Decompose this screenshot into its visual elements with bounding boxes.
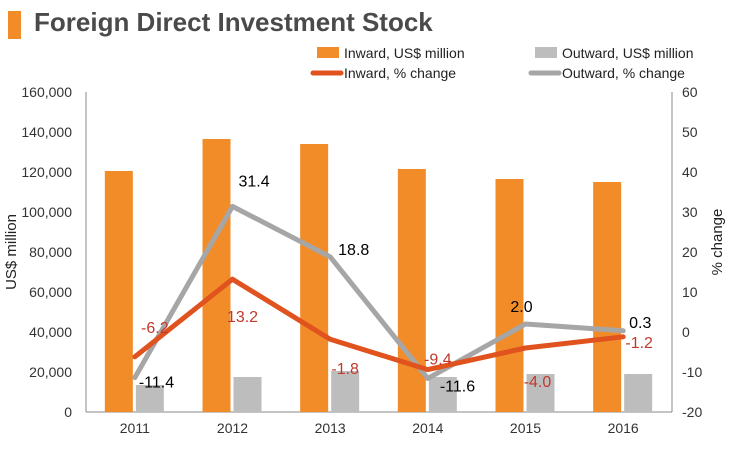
inward-pct-label: -1.8 <box>331 361 359 378</box>
x-tick-label: 2013 <box>315 420 346 436</box>
right-tick-label: -10 <box>682 364 702 380</box>
right-tick-label: 20 <box>682 244 698 260</box>
left-tick-label: 20,000 <box>29 364 72 380</box>
outward-bar <box>428 377 457 412</box>
legend-label: Outward, % change <box>562 65 685 81</box>
inward-pct-label: -4.0 <box>524 374 552 391</box>
outward-bar <box>135 385 164 412</box>
legend-label: Inward, US$ million <box>344 45 465 61</box>
inward-bar <box>397 169 426 412</box>
outward-bar <box>624 374 653 412</box>
left-tick-label: 40,000 <box>29 324 72 340</box>
right-tick-label: 0 <box>682 324 690 340</box>
outward-pct-label: 0.3 <box>629 315 651 332</box>
left-tick-label: 120,000 <box>21 164 72 180</box>
inward-pct-label: -9.4 <box>424 352 452 369</box>
outward-pct-line <box>132 203 626 381</box>
left-tick-label: 100,000 <box>21 204 72 220</box>
outward-pct-label: 31.4 <box>239 173 270 190</box>
x-tick-label: 2014 <box>412 420 443 436</box>
left-tick-label: 60,000 <box>29 284 72 300</box>
legend-swatch <box>317 47 339 58</box>
right-tick-label: -20 <box>682 404 702 420</box>
x-tick-label: 2011 <box>120 420 150 436</box>
inward-pct-label: -6.2 <box>141 320 169 337</box>
inward-bar <box>300 144 329 412</box>
chart-title: Foreign Direct Investment Stock <box>34 7 433 37</box>
right-tick-label: 30 <box>682 204 698 220</box>
title-accent-bar <box>8 11 21 39</box>
right-tick-label: 50 <box>682 124 698 140</box>
outward-bar <box>526 374 555 412</box>
right-axis-title: % change <box>709 209 726 276</box>
left-axis-title: US$ million <box>3 214 20 290</box>
legend-swatch <box>535 47 557 58</box>
right-tick-label: 10 <box>682 284 698 300</box>
inward-pct-label: 13.2 <box>227 309 258 326</box>
legend-label: Inward, % change <box>344 65 456 81</box>
inward-bar <box>104 171 133 412</box>
left-tick-label: 80,000 <box>29 244 72 260</box>
outward-bar <box>233 377 262 412</box>
inward-bar <box>495 179 524 412</box>
legend-label: Outward, US$ million <box>562 45 694 61</box>
x-tick-label: 2015 <box>510 420 541 436</box>
left-tick-label: 160,000 <box>21 84 72 100</box>
left-tick-label: 140,000 <box>21 124 72 140</box>
inward-pct-line <box>132 276 626 373</box>
outward-bar <box>331 371 360 412</box>
left-tick-label: 0 <box>64 404 72 420</box>
inward-pct-label: -1.2 <box>625 335 653 352</box>
inward-bar <box>202 139 231 412</box>
outward-pct-label: 18.8 <box>338 242 369 259</box>
right-tick-label: 60 <box>682 84 698 100</box>
outward-pct-label: -11.4 <box>139 375 174 392</box>
inward-bar <box>593 182 622 412</box>
x-tick-label: 2016 <box>608 420 639 436</box>
right-tick-label: 40 <box>682 164 698 180</box>
outward-pct-label: 2.0 <box>510 299 532 316</box>
x-tick-label: 2012 <box>217 420 248 436</box>
outward-pct-label: -11.6 <box>440 378 475 395</box>
